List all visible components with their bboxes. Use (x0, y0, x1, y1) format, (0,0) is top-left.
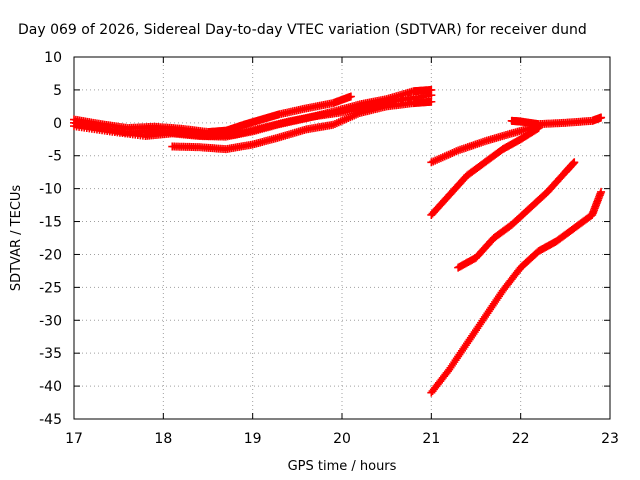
x-tick-label: 19 (244, 431, 262, 447)
y-tick-label: -30 (39, 313, 62, 329)
axis-ticks: 17 18 19 20 21 22 23 -45 -40 -35 -30 -25 -20 -15 -10 -5… (39, 50, 619, 447)
x-tick-label: 22 (512, 431, 530, 447)
y-tick-label: 5 (53, 83, 62, 99)
y-tick-label: -5 (48, 149, 62, 165)
series-track-6 (427, 124, 543, 219)
data-point-marker (346, 92, 355, 101)
y-tick-label: -40 (39, 379, 62, 395)
x-tick-label: 23 (601, 431, 619, 447)
x-tick-label: 18 (154, 431, 172, 447)
x-tick-label: 21 (422, 431, 440, 447)
series-track-4 (70, 91, 436, 140)
y-tick-label: -10 (39, 182, 62, 198)
x-axis-label: GPS time / hours (288, 459, 397, 474)
data-point-marker (597, 113, 606, 122)
y-axis-label: SDTVAR / TECUs (9, 185, 24, 292)
x-tick-label: 17 (65, 431, 83, 447)
y-tick-label: 10 (44, 50, 62, 66)
y-tick-label: -45 (39, 412, 62, 428)
series-track-8 (454, 158, 579, 272)
y-tick-label: -15 (39, 215, 62, 231)
series-track-5 (427, 122, 543, 167)
series-track-7 (507, 113, 606, 129)
y-tick-label: -35 (39, 346, 62, 362)
series-track-9 (427, 187, 606, 397)
y-tick-label: 0 (53, 116, 62, 132)
data-series (70, 85, 606, 397)
data-point-marker (427, 91, 436, 100)
y-tick-label: -25 (39, 280, 62, 296)
data-point-marker (570, 158, 579, 167)
chart-title: Day 069 of 2026, Sidereal Day-to-day VTE… (18, 22, 587, 38)
y-tick-label: -20 (39, 247, 62, 263)
x-tick-label: 20 (333, 431, 351, 447)
data-point-marker (597, 187, 606, 196)
